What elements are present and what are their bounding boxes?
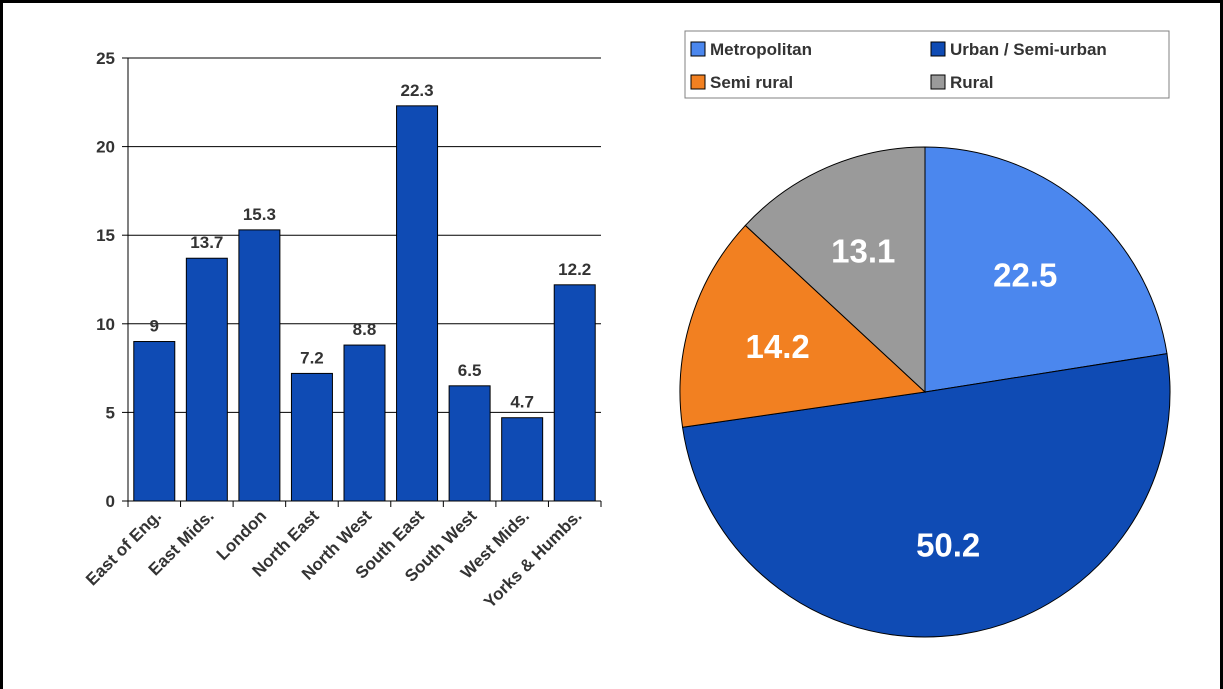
pie-data-label: 50.2 [916,527,980,564]
bar-data-label: 6.5 [458,361,482,380]
bar-data-label: 13.7 [190,233,223,252]
pie-slices [679,146,1171,638]
legend-swatch [930,74,946,90]
bar-data-label: 8.8 [353,320,377,339]
pie-legend: Metropolitan Urban / Semi-urban Semi rural… [684,30,1170,99]
y-tick-label: 0 [106,492,115,511]
bar-data-labels: 9 13.7 15.3 7.2 8.8 22.3 6.5 4.7 12.2 [150,81,592,412]
bar-y-axis: 0 5 10 15 20 25 [96,49,601,511]
pie-slice [679,224,927,428]
bar [133,341,176,502]
y-tick-label: 20 [96,138,115,157]
legend-swatch [690,41,706,57]
pie-slice [924,146,1168,393]
bar-data-label: 9 [150,317,159,336]
bar-series [133,105,596,502]
y-tick-label: 15 [96,226,115,245]
bar-data-label: 7.2 [300,348,324,367]
bar [553,284,596,502]
legend-label: Metropolitan [710,40,812,59]
bar [185,257,228,502]
legend-swatch [690,74,706,90]
legend-swatch [930,41,946,57]
x-tick-label: Yorks & Humbs. [480,506,585,611]
bar [290,372,333,502]
bar-data-label: 22.3 [401,81,434,100]
bar [396,105,439,502]
bar-data-label: 4.7 [510,393,534,412]
bar [501,417,544,502]
y-tick-label: 10 [96,315,115,334]
pie-chart: 22.5 50.2 14.2 13.1 [679,146,1171,638]
pie-data-label: 22.5 [993,257,1057,294]
pie-slice [681,353,1171,638]
pie-data-labels: 22.5 50.2 14.2 13.1 [745,233,1057,564]
legend-label: Urban / Semi-urban [950,40,1107,59]
pie-data-label: 14.2 [745,328,809,365]
bar-data-label: 12.2 [558,260,591,279]
bar-data-label: 15.3 [243,205,276,224]
bar [238,229,281,502]
bar-chart: 0 5 10 15 20 25 9 13.7 15.3 7.2 8.8 22.3 6.5 4.7 12.2… [82,49,602,612]
y-tick-label: 5 [106,403,115,422]
legend-label: Rural [950,73,993,92]
pie-data-label: 13.1 [831,233,895,270]
legend-label: Semi rural [710,73,793,92]
pie-slice [744,146,926,394]
bar [448,385,491,502]
bar [343,344,386,502]
legend-box [684,30,1170,99]
y-tick-label: 25 [96,49,115,68]
x-tick-label: East of Eng. [82,506,165,589]
